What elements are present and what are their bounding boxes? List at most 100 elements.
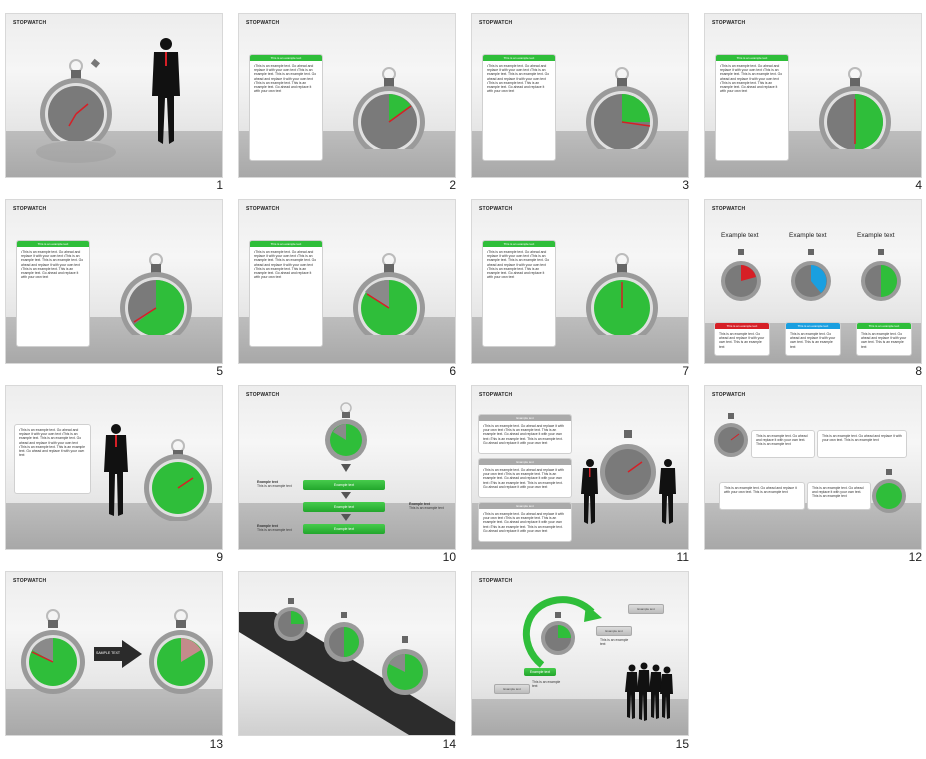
reflection xyxy=(36,141,116,163)
text-panel-3: Example text •This is an example text. G… xyxy=(478,502,572,542)
side-text-right: Example text This is an example text xyxy=(409,502,444,511)
panel-header: This is an example text xyxy=(857,323,911,329)
panel-body: •This is an example text. Go ahead and r… xyxy=(19,428,85,458)
example-box-green: Example text xyxy=(524,668,556,676)
slide-thumbnail-7[interactable]: STOPWATCH This is an example text •This … xyxy=(471,199,689,364)
panel-body: •This is an example text. Go ahead and r… xyxy=(254,64,317,94)
panel-body: •This is an example text. Go ahead and r… xyxy=(487,64,550,94)
example-text-label-1: Example text xyxy=(721,232,759,239)
slide-thumbnail-6[interactable]: STOPWATCH This is an example text •This … xyxy=(238,199,456,364)
panel-body: •This is an example text. Go ahead and r… xyxy=(483,512,564,533)
example-text-label-2: Example text xyxy=(789,232,827,239)
slide-number-4: 4 xyxy=(915,178,922,192)
stopwatch-icon-right xyxy=(149,609,213,694)
stopwatch-icon xyxy=(600,430,656,500)
stopwatch-icon-blue xyxy=(791,249,831,301)
slide-number-15: 15 xyxy=(675,737,689,751)
text-panel-2: Example text •This is an example text. G… xyxy=(478,458,572,498)
slide-thumbnail-3[interactable]: STOPWATCH This is an example text •This … xyxy=(471,13,689,178)
slide-thumbnail-2[interactable]: STOPWATCH This is an example text •This … xyxy=(238,13,456,178)
panel-body: This is an example text. Go ahead and re… xyxy=(719,332,765,349)
slide-title: STOPWATCH xyxy=(479,20,513,26)
stopwatch-icon xyxy=(353,67,425,149)
slide-number-11: 11 xyxy=(676,550,689,564)
text-panel-2: This is an example text. Go ahead and re… xyxy=(817,430,907,458)
slide-thumbnail-4[interactable]: STOPWATCH This is an example text •This … xyxy=(704,13,922,178)
side-text-left-1: Example text This is an example text xyxy=(257,480,292,489)
slide-number-9: 9 xyxy=(216,550,223,564)
slide-title: STOPWATCH xyxy=(246,20,280,26)
arrow-down-icon xyxy=(341,464,351,472)
text-panel: This is an example text •This is an exam… xyxy=(249,240,323,347)
slide-thumbnail-13[interactable]: STOPWATCH SAMPLE TEXT xyxy=(5,571,223,736)
side-text-left-2: Example text This is an example text xyxy=(257,524,292,533)
slide-number-3: 3 xyxy=(682,178,689,192)
text-panel: •This is an example text. Go ahead and r… xyxy=(14,424,91,494)
panel-body: This is an example text. Go ahead and re… xyxy=(790,332,836,349)
slide-thumbnail-5[interactable]: STOPWATCH This is an example text •This … xyxy=(5,199,223,364)
panel-header: This is an example text xyxy=(250,55,322,61)
slide-number-7: 7 xyxy=(682,364,689,378)
slide-number-8: 8 xyxy=(915,364,922,378)
text-panel-red: This is an example text This is an examp… xyxy=(714,322,770,356)
text-panel-3: This is an example text. Go ahead and re… xyxy=(719,482,805,510)
slide-thumbnail-10[interactable]: STOPWATCH Example text Example text Exam… xyxy=(238,385,456,550)
slide-thumbnail-1[interactable]: STOPWATCH xyxy=(5,13,223,178)
slide-thumbnail-9[interactable]: •This is an example text. Go ahead and r… xyxy=(5,385,223,550)
stopwatch-icon-top xyxy=(714,413,748,457)
example-box-1: Example text xyxy=(303,480,385,490)
stopwatch-icon-2 xyxy=(324,612,364,662)
example-box-2: Example text xyxy=(303,502,385,512)
slide-title: STOPWATCH xyxy=(479,392,513,398)
slide-number-5: 5 xyxy=(216,364,223,378)
stopwatch-icon-bottom xyxy=(872,469,906,513)
panel-body: This is an example text. Go ahead and re… xyxy=(724,486,797,495)
arrow-right-icon: SAMPLE TEXT xyxy=(94,640,142,668)
slide-thumbnail-15[interactable]: STOPWATCH Example text Example text Exam… xyxy=(471,571,689,736)
curved-arrow-icon xyxy=(523,596,602,668)
businessman-silhouette xyxy=(104,424,128,516)
stopwatch-icon xyxy=(353,253,425,335)
slide-title: STOPWATCH xyxy=(479,206,513,212)
slide-title: STOPWATCH xyxy=(13,206,47,212)
slide-title: STOPWATCH xyxy=(13,20,47,26)
text-panel: This is an example text •This is an exam… xyxy=(16,240,90,347)
panel-body: •This is an example text. Go ahead and r… xyxy=(483,468,564,489)
stopwatch-icon-red xyxy=(721,249,761,301)
stopwatch-icon xyxy=(120,253,192,335)
slide-thumbnail-11[interactable]: STOPWATCH Example text •This is an examp… xyxy=(471,385,689,550)
stopwatch-icon xyxy=(144,439,212,521)
stopwatch-icon xyxy=(541,612,575,655)
text-panel: This is an example text •This is an exam… xyxy=(249,54,323,161)
text-panel: This is an example text •This is an exam… xyxy=(715,54,789,161)
example-box-3: Example text xyxy=(303,524,385,534)
slide-number-13: 13 xyxy=(209,737,223,751)
text-panel-green: This is an example text This is an examp… xyxy=(856,322,912,356)
slide-thumbnail-14[interactable] xyxy=(238,571,456,736)
slide-number-10: 10 xyxy=(442,550,456,564)
slide-number-14: 14 xyxy=(442,737,456,751)
panel-header: This is an example text xyxy=(17,241,89,247)
stopwatch-icon xyxy=(586,67,658,149)
panel-header: This is an example text xyxy=(483,55,555,61)
slide-thumbnail-12[interactable]: STOPWATCH This is an example text. Go ah… xyxy=(704,385,922,550)
panel-body: This is an example text. Go ahead and re… xyxy=(822,434,902,443)
panel-body: •This is an example text. Go ahead and r… xyxy=(720,64,783,94)
example-box-top: Example text xyxy=(628,604,664,614)
arrow-down-icon xyxy=(341,492,351,499)
stopwatch-icon xyxy=(325,402,367,461)
panel-body: •This is an example text. Go ahead and r… xyxy=(487,250,550,280)
panel-header: Example text xyxy=(479,503,571,509)
slide-title: STOPWATCH xyxy=(712,392,746,398)
stopwatch-icon-left xyxy=(21,609,85,694)
floor xyxy=(6,131,222,177)
panel-header: Example text xyxy=(479,459,571,465)
stopwatch-icon xyxy=(586,253,658,335)
slide-thumbnail-8[interactable]: STOPWATCH Example text Example text Exam… xyxy=(704,199,922,364)
panel-body: •This is an example text. Go ahead and r… xyxy=(483,424,564,445)
businessman-silhouette xyxy=(152,38,180,144)
businessman-silhouette-right xyxy=(659,459,676,524)
panel-header: This is an example text xyxy=(483,241,555,247)
panel-body: This is an example text. Go ahead and re… xyxy=(756,434,808,447)
slide-number-2: 2 xyxy=(449,178,456,192)
